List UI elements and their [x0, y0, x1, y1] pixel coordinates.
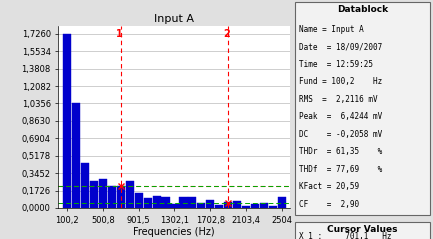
Bar	[278, 197, 286, 208]
Text: THDr  = 61,35    %: THDr = 61,35 %	[299, 147, 383, 156]
Bar	[171, 204, 179, 208]
Bar	[260, 203, 268, 208]
Text: KFact = 20,59: KFact = 20,59	[299, 182, 359, 191]
Bar	[162, 197, 170, 208]
Bar	[179, 197, 187, 208]
Bar	[117, 186, 125, 208]
Bar	[81, 163, 89, 208]
Title: Input A: Input A	[154, 14, 194, 24]
Text: Fund = 100,2    Hz: Fund = 100,2 Hz	[299, 77, 383, 87]
Bar	[108, 186, 116, 208]
Bar	[242, 206, 250, 208]
Text: CF    =  2,90: CF = 2,90	[299, 200, 359, 209]
Bar	[224, 202, 232, 208]
Bar	[197, 203, 205, 208]
Bar	[144, 198, 152, 208]
Bar	[72, 103, 81, 208]
Text: Time  = 12:59:25: Time = 12:59:25	[299, 60, 373, 69]
FancyBboxPatch shape	[295, 223, 430, 239]
Text: Peak  =  6,4244 mV: Peak = 6,4244 mV	[299, 112, 383, 121]
Bar	[90, 181, 98, 208]
Bar	[63, 34, 71, 208]
Bar	[126, 181, 134, 208]
Text: Datablock: Datablock	[337, 5, 388, 14]
Bar	[135, 193, 143, 208]
Bar	[215, 205, 223, 208]
Bar	[206, 200, 214, 208]
Bar	[152, 196, 161, 208]
Bar	[251, 204, 259, 208]
FancyBboxPatch shape	[295, 2, 430, 215]
Text: X 1 :     701,1   Hz: X 1 : 701,1 Hz	[299, 232, 392, 239]
Text: DC    = -0,2058 mV: DC = -0,2058 mV	[299, 130, 383, 139]
Bar	[99, 179, 107, 208]
X-axis label: Frequencies (Hz): Frequencies (Hz)	[133, 227, 215, 237]
Text: Date  = 18/09/2007: Date = 18/09/2007	[299, 43, 383, 52]
Text: THDf  = 77,69    %: THDf = 77,69 %	[299, 165, 383, 174]
Text: 2: 2	[223, 29, 230, 39]
Text: Cursor Values: Cursor Values	[327, 225, 398, 234]
Text: Name = Input A: Name = Input A	[299, 25, 364, 34]
Bar	[233, 201, 241, 208]
Text: 1: 1	[116, 29, 123, 39]
Bar	[268, 206, 277, 208]
Text: RMS  =  2,2116 mV: RMS = 2,2116 mV	[299, 95, 378, 104]
Bar	[188, 197, 197, 208]
